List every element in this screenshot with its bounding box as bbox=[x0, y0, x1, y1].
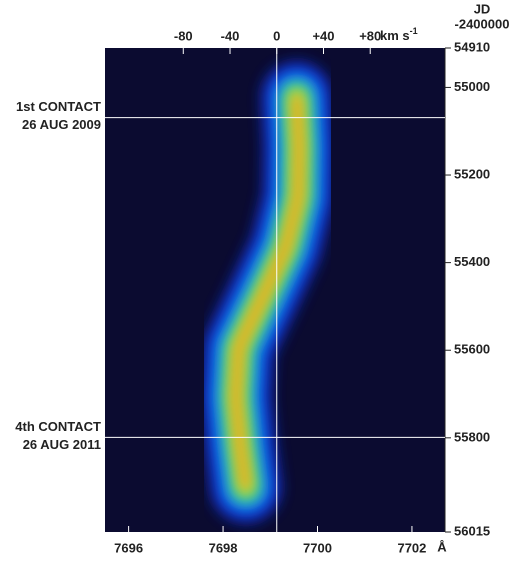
y-tick-label: 55600 bbox=[454, 342, 490, 357]
x2-tick-label: 0 bbox=[273, 28, 280, 43]
x-unit: Å bbox=[437, 539, 447, 554]
contact-label: 26 AUG 2011 bbox=[23, 437, 101, 452]
x-tick-label: 7696 bbox=[114, 540, 143, 555]
x2-tick-label: -80 bbox=[174, 28, 193, 43]
x2-unit: km s-1 bbox=[380, 26, 418, 43]
x-tick-label: 7698 bbox=[209, 540, 238, 555]
y-tick-label: 54910 bbox=[454, 39, 490, 54]
contact-label: 1st CONTACT bbox=[16, 99, 101, 114]
y-tick-label: 55000 bbox=[454, 79, 490, 94]
x-tick-label: 7700 bbox=[303, 540, 332, 555]
y-tick-label: 55200 bbox=[454, 166, 490, 181]
contact-label: 26 AUG 2009 bbox=[22, 117, 101, 132]
x-tick-label: 7702 bbox=[397, 540, 426, 555]
y-title: -2400000 bbox=[455, 16, 510, 31]
y-tick-label: 56015 bbox=[454, 523, 490, 538]
y-tick-label: 55400 bbox=[454, 254, 490, 269]
x2-unit-text: km s bbox=[380, 28, 410, 43]
y-tick-label: 55800 bbox=[454, 429, 490, 444]
emission-layer bbox=[232, 93, 303, 491]
x2-unit-sup: -1 bbox=[410, 26, 418, 36]
x2-tick-label: -40 bbox=[221, 28, 240, 43]
emission bbox=[200, 62, 335, 523]
contact-label: 4th CONTACT bbox=[15, 419, 101, 434]
y-title: JD bbox=[474, 1, 491, 16]
x2-tick-label: +80 bbox=[359, 28, 381, 43]
x2-tick-label: +40 bbox=[312, 28, 334, 43]
